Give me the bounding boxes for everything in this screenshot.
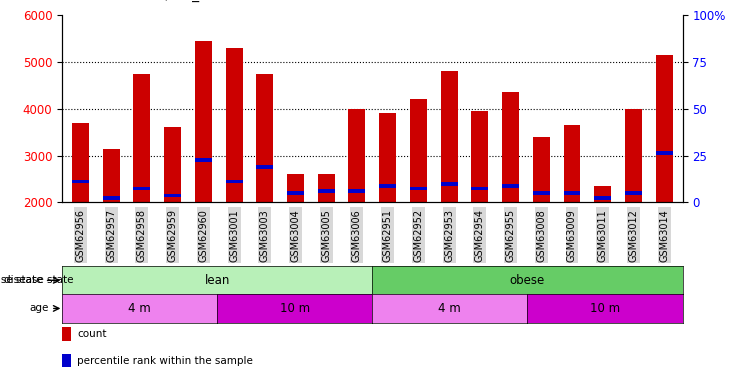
Bar	[441, 71, 458, 296]
Bar	[533, 191, 550, 195]
Text: disease state: disease state	[4, 275, 73, 285]
Text: 4 m: 4 m	[439, 302, 461, 315]
Bar	[472, 111, 488, 296]
Text: obese: obese	[510, 274, 545, 287]
Bar	[533, 137, 550, 296]
Bar	[134, 74, 150, 296]
Bar	[103, 148, 120, 296]
Bar	[256, 74, 273, 296]
Bar	[256, 165, 273, 169]
Bar	[656, 152, 672, 155]
Bar	[564, 191, 580, 195]
Bar	[379, 113, 396, 296]
Bar	[502, 92, 519, 296]
Text: GDS2542 / 73_199: GDS2542 / 73_199	[96, 0, 226, 2]
Bar	[441, 182, 458, 186]
Bar	[226, 48, 242, 296]
Bar	[287, 191, 304, 195]
Text: count: count	[77, 329, 107, 339]
Bar	[379, 184, 396, 188]
Bar	[594, 196, 611, 200]
Bar	[195, 41, 212, 296]
Text: disease state: disease state	[0, 275, 42, 285]
Bar	[502, 184, 519, 188]
Text: 10 m: 10 m	[280, 302, 310, 315]
Bar	[594, 186, 611, 296]
Bar	[164, 128, 181, 296]
Bar	[656, 55, 672, 296]
Bar	[164, 194, 181, 197]
Bar	[318, 174, 334, 296]
Bar	[72, 123, 89, 296]
Text: lean: lean	[204, 274, 230, 287]
Text: percentile rank within the sample: percentile rank within the sample	[77, 356, 253, 366]
Bar	[348, 189, 366, 193]
Bar	[410, 99, 427, 296]
Bar	[348, 109, 366, 296]
Bar	[134, 186, 150, 190]
Bar	[564, 125, 580, 296]
Bar	[625, 109, 642, 296]
Bar	[226, 180, 242, 183]
Bar	[72, 180, 89, 183]
Bar	[318, 189, 334, 193]
Text: 10 m: 10 m	[590, 302, 620, 315]
Bar	[62, 354, 72, 368]
Text: 4 m: 4 m	[128, 302, 151, 315]
Bar	[410, 186, 427, 190]
Bar	[103, 196, 120, 200]
Bar	[195, 158, 212, 162]
Bar	[625, 191, 642, 195]
Bar	[62, 327, 72, 340]
Bar	[287, 174, 304, 296]
Bar	[472, 186, 488, 190]
Text: age: age	[29, 303, 48, 313]
